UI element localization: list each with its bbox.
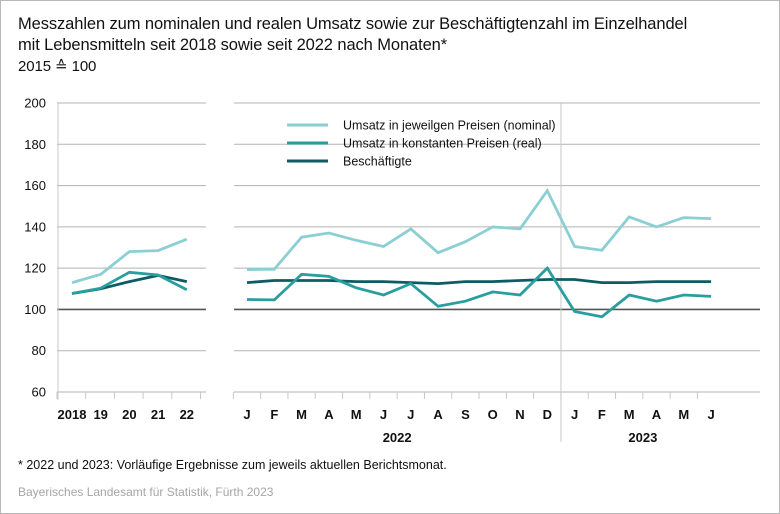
legend: Umsatz in jeweilgen Preisen (nominal) Ums…	[287, 119, 556, 169]
x-tick-label-month: J	[243, 407, 250, 422]
x-tick-label-month: N	[515, 407, 524, 422]
x-tick-label-month: A	[324, 407, 334, 422]
legend-label-employment: Beschäftigte	[343, 155, 412, 169]
y-tick-label: 80	[32, 343, 46, 358]
series-lines	[71, 187, 712, 319]
legend-label-nominal: Umsatz in jeweilgen Preisen (nominal)	[343, 119, 556, 133]
x-tick-label-month: M	[351, 407, 362, 422]
x-tick-label-month: S	[461, 407, 470, 422]
y-tick-label: 60	[32, 385, 46, 400]
x-tick-label-month: M	[678, 407, 689, 422]
x-tick-label-month: O	[488, 407, 498, 422]
grid-lines	[57, 102, 760, 442]
x-tick-label-month: F	[598, 407, 606, 422]
unit-label: 2015 ≙ 100	[18, 58, 97, 75]
x-tick-label-month: F	[270, 407, 278, 422]
x-tick-label-month: M	[296, 407, 307, 422]
annual-line-nominal	[71, 237, 188, 284]
x-tick-label-month: A	[433, 407, 443, 422]
x-year-label: 2023	[628, 430, 657, 445]
source-credit: Bayerisches Landesamt für Statistik, Für…	[18, 485, 274, 499]
title-line-1: Messzahlen zum nominalen und realen Umsa…	[18, 15, 688, 33]
x-tick-label-year: 22	[180, 407, 194, 422]
x-tick-label-month: J	[707, 407, 714, 422]
x-tick-label-month: A	[652, 407, 662, 422]
footnote: * 2022 und 2023: Vorläufige Ergebnisse z…	[18, 458, 447, 472]
y-tick-label: 200	[24, 96, 46, 111]
y-tick-label: 140	[24, 219, 46, 234]
y-tick-label: 100	[24, 302, 46, 317]
annual-line-real	[71, 270, 188, 295]
y-tick-label: 180	[24, 137, 46, 152]
chart-title: Messzahlen zum nominalen und realen Umsa…	[18, 14, 687, 77]
y-tick-label: 120	[24, 261, 46, 276]
x-tick-label-year: 20	[122, 407, 136, 422]
y-tick-label: 160	[24, 178, 46, 193]
monthly-line-employment	[246, 278, 712, 286]
x-tick-label-month: J	[571, 407, 578, 422]
x-tick-label-month: J	[407, 407, 414, 422]
x-axis: 2018 19 20 21 22 J F M A M J J A S O N D J F M A M J 2022 2023	[56, 392, 715, 445]
y-axis: 60 80 100 120 140 160 180 200	[24, 96, 46, 400]
x-tick-label-month: D	[543, 407, 552, 422]
legend-label-real: Umsatz in konstanten Preisen (real)	[343, 137, 542, 151]
monthly-line-real	[246, 265, 712, 319]
monthly-line-nominal	[246, 187, 712, 271]
x-tick-label-month: J	[380, 407, 387, 422]
x-year-label: 2022	[383, 430, 412, 445]
x-tick-label-year: 19	[93, 407, 107, 422]
x-tick-label-year: 2018	[58, 407, 87, 422]
title-line-2: mit Lebensmitteln seit 2018 sowie seit 2…	[18, 36, 448, 54]
x-tick-label-year: 21	[151, 407, 165, 422]
x-tick-label-month: M	[624, 407, 635, 422]
